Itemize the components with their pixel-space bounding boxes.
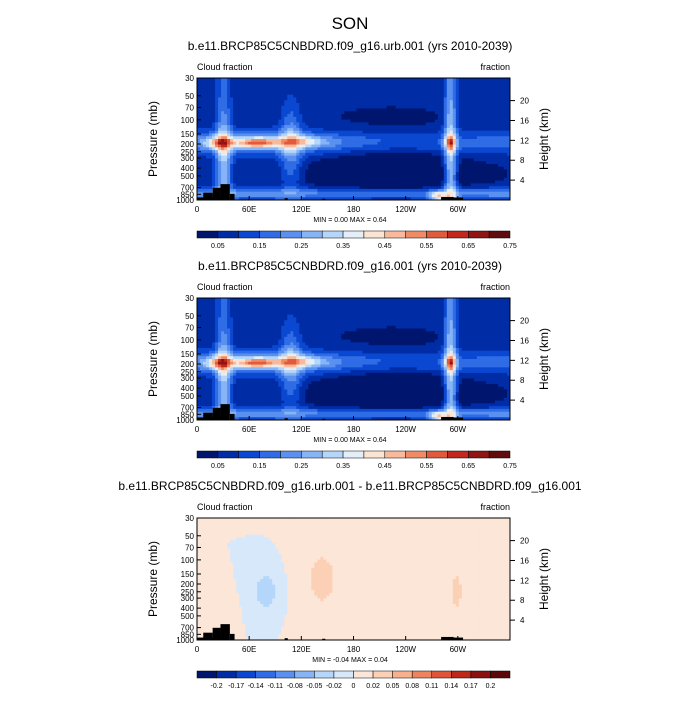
right-tick-label: 16: [520, 116, 529, 125]
y-axis-label: Pressure (mb): [146, 101, 160, 177]
colorbar-swatch: [406, 231, 427, 238]
figure-title: SON: [332, 14, 369, 33]
colorbar-swatch: [197, 231, 218, 238]
right-header: fraction: [480, 282, 510, 292]
right-tick-label: 12: [520, 136, 529, 145]
y-tick-label: 700: [181, 184, 195, 193]
colorbar-swatch: [385, 231, 406, 238]
colorbar-swatch: [218, 231, 239, 238]
panels: b.e11.BRCP85C5CNBDRD.f09_g16.urb.001 (yr…: [118, 39, 581, 690]
field-layer: [197, 78, 511, 201]
right-tick-label: 4: [520, 176, 525, 185]
y-axis-label-right: Height (km): [537, 108, 551, 170]
right-header: fraction: [480, 62, 510, 72]
topography-block: [230, 194, 235, 200]
minmax-label: MIN = 0.00 MAX = 0.64: [313, 217, 386, 224]
topography-block: [213, 188, 221, 200]
y-tick-label: 70: [185, 103, 194, 112]
colorbar-label: 0.15: [253, 243, 267, 250]
left-header: Cloud fraction: [197, 282, 253, 292]
y-tick-label: 50: [185, 92, 194, 101]
y-tick-label: 150: [181, 130, 195, 139]
y-tick-label: 100: [181, 116, 195, 125]
colorbar-label: 0.45: [378, 243, 392, 250]
topography-block: [220, 184, 229, 200]
colorbar-label: 0.25: [295, 243, 309, 250]
right-tick-label: 20: [520, 97, 529, 106]
colorbar-swatch: [301, 231, 322, 238]
x-tick-label: 180: [347, 205, 361, 214]
colorbar-swatch: [468, 231, 489, 238]
colorbar-swatch: [489, 231, 510, 238]
panel-title: b.e11.BRCP85C5CNBDRD.f09_g16.001 (yrs 20…: [198, 259, 502, 273]
colorbar-swatch: [343, 231, 364, 238]
y-tick-label: 500: [181, 172, 195, 181]
x-tick-label: 60E: [242, 205, 256, 214]
x-tick-label: 60W: [450, 205, 467, 214]
colorbar-swatch: [364, 231, 385, 238]
colorbar-label: 0.65: [461, 243, 475, 250]
panel-1: b.e11.BRCP85C5CNBDRD.f09_g16.urb.001 (yr…: [146, 39, 551, 250]
y-tick-label: 250: [181, 148, 195, 157]
colorbar-label: 0.55: [420, 243, 434, 250]
colorbar-swatch: [447, 231, 468, 238]
colorbar-label: 0.35: [336, 243, 350, 250]
left-header: Cloud fraction: [197, 62, 253, 72]
y-tick-label: 30: [185, 74, 194, 83]
y-tick-label: 200: [181, 140, 195, 149]
right-tick-label: 8: [520, 156, 525, 165]
topography-block: [203, 193, 212, 200]
colorbar-swatch: [322, 231, 343, 238]
x-tick-label: 120W: [395, 205, 416, 214]
colorbar-swatch: [280, 231, 301, 238]
colorbar-label: 0.75: [503, 243, 517, 250]
field-layer: [197, 298, 511, 421]
x-tick-label: 0: [195, 205, 200, 214]
colorbar-swatch: [427, 231, 448, 238]
y-tick-label: 400: [181, 164, 195, 173]
panel-title: b.e11.BRCP85C5CNBDRD.f09_g16.urb.001 (yr…: [188, 39, 513, 53]
x-tick-label: 120E: [292, 205, 311, 214]
panel-2: b.e11.BRCP85C5CNBDRD.f09_g16.001 (yrs 20…: [146, 259, 551, 470]
colorbar-swatch: [239, 231, 260, 238]
colorbar-swatch: [260, 231, 281, 238]
colorbar-label: 0.05: [211, 243, 225, 250]
